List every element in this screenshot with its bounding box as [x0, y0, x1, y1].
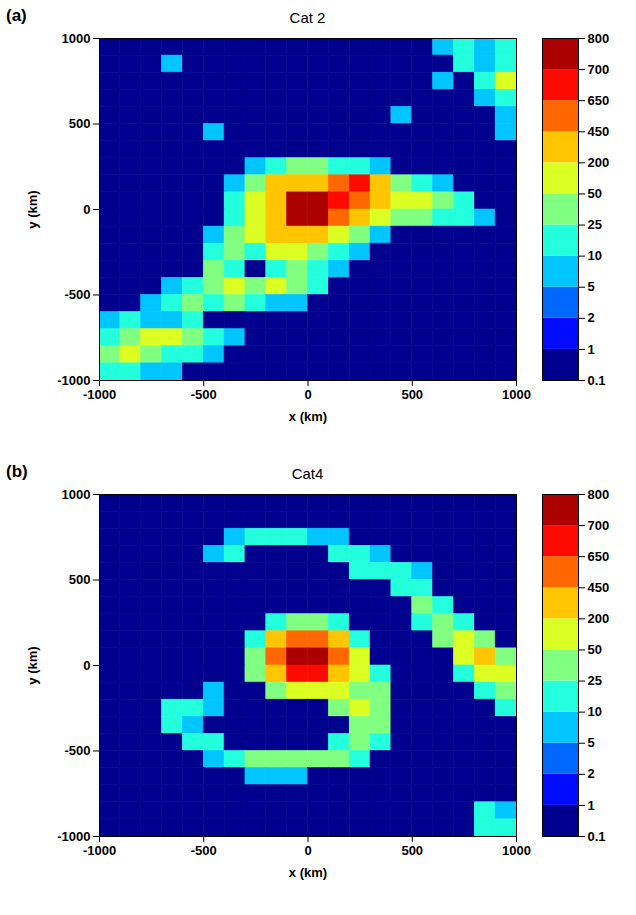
svg-text:650: 650: [588, 549, 610, 564]
svg-text:1000: 1000: [502, 387, 531, 402]
svg-text:700: 700: [588, 518, 610, 533]
svg-text:200: 200: [588, 611, 610, 626]
svg-text:25: 25: [588, 217, 602, 232]
svg-text:800: 800: [588, 487, 610, 502]
svg-text:500: 500: [401, 387, 423, 402]
svg-text:0: 0: [83, 658, 90, 673]
svg-text:2: 2: [588, 310, 595, 325]
svg-text:5: 5: [588, 735, 595, 750]
svg-text:y (km): y (km): [25, 190, 40, 228]
svg-text:450: 450: [588, 580, 610, 595]
svg-text:650: 650: [588, 93, 610, 108]
html-text:(b): (b): [6, 462, 28, 481]
svg-text:0: 0: [304, 387, 311, 402]
svg-text:x (km): x (km): [289, 865, 327, 880]
svg-text:450: 450: [588, 124, 610, 139]
svg-text:x (km): x (km): [289, 409, 327, 424]
svg-text:500: 500: [69, 572, 91, 587]
svg-text:25: 25: [588, 673, 602, 688]
svg-text:-500: -500: [191, 843, 217, 858]
svg-text:-500: -500: [191, 387, 217, 402]
svg-text:800: 800: [588, 31, 610, 46]
svg-text:-1000: -1000: [57, 829, 90, 844]
svg-text:200: 200: [588, 155, 610, 170]
svg-text:10: 10: [588, 248, 602, 263]
svg-text:500: 500: [69, 116, 91, 131]
svg-text:50: 50: [588, 186, 602, 201]
svg-text:-1000: -1000: [83, 843, 116, 858]
svg-text:1000: 1000: [502, 843, 531, 858]
svg-text:0: 0: [304, 843, 311, 858]
svg-text:5: 5: [588, 279, 595, 294]
svg-text:-500: -500: [64, 287, 90, 302]
svg-text:-500: -500: [64, 743, 90, 758]
svg-text:0.1: 0.1: [588, 373, 606, 388]
svg-text:1000: 1000: [62, 31, 91, 46]
svg-text:50: 50: [588, 642, 602, 657]
svg-text:1: 1: [588, 798, 595, 813]
svg-text:500: 500: [401, 843, 423, 858]
svg-text:-1000: -1000: [83, 387, 116, 402]
svg-text:0: 0: [83, 202, 90, 217]
svg-text:1: 1: [588, 342, 595, 357]
svg-text:y (km): y (km): [25, 646, 40, 684]
html-text:Cat 2: Cat 2: [289, 9, 326, 26]
svg-text:0.1: 0.1: [588, 829, 606, 844]
svg-text:10: 10: [588, 704, 602, 719]
svg-text:-1000: -1000: [57, 373, 90, 388]
html-text:(a): (a): [6, 6, 27, 25]
html-text:Cat4: Cat4: [291, 465, 324, 482]
svg-text:1000: 1000: [62, 487, 91, 502]
svg-text:2: 2: [588, 766, 595, 781]
svg-text:700: 700: [588, 62, 610, 77]
